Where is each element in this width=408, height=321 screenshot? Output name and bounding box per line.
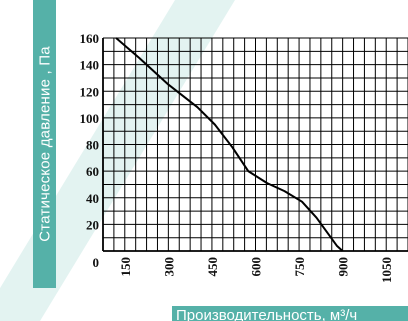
y-tick-label: 120 [80,84,100,99]
y-tick-labels: 160 140 120 100 80 60 40 20 0 [80,31,100,270]
y-tick-label: 60 [86,164,99,179]
x-tick-label: 600 [249,257,264,277]
series-line [115,37,344,252]
y-tick-label: 80 [86,138,99,153]
y-tick-label: 140 [80,58,100,73]
y-tick-label: 160 [80,31,100,46]
x-tick-label: 300 [161,257,176,277]
y-axis-label-box: Статическое давление , Па [33,0,56,288]
x-tick-labels: 15030045060075090010501200 [118,257,394,283]
y-tick-label: 40 [86,191,99,206]
y-tick-label: 100 [80,111,100,126]
x-tick-label: 150 [118,257,133,277]
x-tick-label: 900 [336,257,351,277]
x-tick-label: 750 [292,257,307,277]
x-axis-label-box: Производительность, м³/ч [172,306,408,321]
y-tick-label: 20 [86,217,99,232]
y-tick-label: 0 [93,255,100,270]
x-tick-label: 1050 [379,257,394,283]
grid [102,37,408,252]
x-axis-label: Производительность, м³/ч [176,307,358,321]
x-tick-label: 450 [205,257,220,277]
